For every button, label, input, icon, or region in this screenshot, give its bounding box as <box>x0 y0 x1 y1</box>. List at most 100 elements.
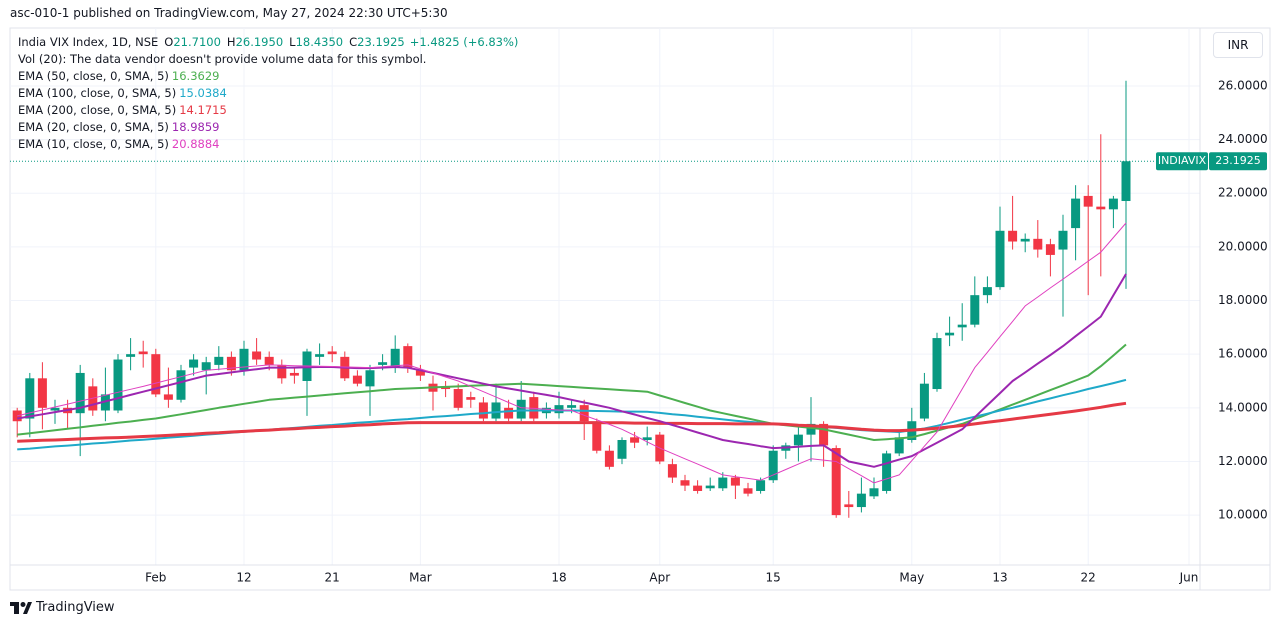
logo-icon <box>10 601 32 614</box>
candle-body <box>163 394 173 400</box>
candle-body <box>504 407 514 419</box>
legend-line: Vol (20): The data vendor doesn't provid… <box>18 51 518 68</box>
candle-body <box>793 434 803 446</box>
x-tick-label: 18 <box>551 571 566 585</box>
candle-body <box>567 405 577 408</box>
candle-body <box>277 364 287 379</box>
ema-line <box>17 401 1127 443</box>
ohlc-value: 18.4350 <box>295 35 344 49</box>
candle-body <box>680 480 690 486</box>
legend-line: India VIX Index, 1D, NSE O21.7100 H26.1950… <box>18 34 518 51</box>
candle-body <box>693 485 703 491</box>
candle-body <box>705 485 715 489</box>
x-tick-label: Jun <box>1179 571 1199 585</box>
candle-body <box>970 295 980 325</box>
candle-body <box>50 407 60 411</box>
candle-body <box>403 346 413 368</box>
candle-body <box>667 464 677 478</box>
candle-body <box>1096 206 1106 210</box>
candle-body <box>932 338 942 390</box>
x-tick-label: 13 <box>992 571 1007 585</box>
candle-body <box>252 351 262 360</box>
y-tick-label: 10.0000 <box>1218 508 1268 522</box>
candle-body <box>289 372 299 376</box>
candle-body <box>630 437 640 443</box>
candle-body <box>995 230 1005 288</box>
candle-body <box>768 450 778 481</box>
change-value: +1.4825 (+6.83%) <box>409 35 519 49</box>
candle-body <box>1020 238 1030 242</box>
candle-body <box>75 372 85 414</box>
candle-body <box>957 324 967 328</box>
indicator-value: 16.3629 <box>171 69 220 83</box>
candle-body <box>831 448 841 516</box>
attribution: asc-010-1 published on TradingView.com, … <box>10 6 448 20</box>
candle-body <box>37 378 47 408</box>
candle-body <box>189 359 199 368</box>
candle-body <box>856 493 866 508</box>
currency-button[interactable]: INR <box>1213 32 1263 58</box>
candle-body <box>491 402 501 419</box>
symbol-title: India VIX Index, 1D, NSE <box>18 35 159 49</box>
y-tick-label: 26.0000 <box>1218 78 1268 92</box>
x-tick-label: 12 <box>236 571 251 585</box>
price-tag-symbol-bg <box>1156 152 1208 171</box>
candle-body <box>982 287 992 296</box>
candle-body <box>1071 198 1081 229</box>
candle-body <box>1108 198 1118 210</box>
candle-body <box>100 394 110 411</box>
candle-body <box>1033 238 1043 250</box>
indicator-name: EMA (10, close, 0, SMA, 5) <box>18 137 169 151</box>
ohlc-key: O <box>164 35 174 49</box>
indicator-value: 20.8884 <box>171 137 220 151</box>
candle-body <box>554 405 564 414</box>
branding: TradingView <box>10 600 115 615</box>
candle-body <box>378 362 388 365</box>
price-tag-symbol: INDIAVIX <box>1158 154 1207 167</box>
candle-body <box>945 332 955 336</box>
indicator-name: EMA (200, close, 0, SMA, 5) <box>18 103 177 117</box>
y-tick-label: 22.0000 <box>1218 186 1268 200</box>
candle-body <box>25 378 35 419</box>
candle-body <box>642 437 652 441</box>
legend: India VIX Index, 1D, NSE O21.7100 H26.1950… <box>18 34 518 153</box>
candle-body <box>453 389 463 408</box>
candle-body <box>415 370 425 376</box>
candle-body <box>126 354 136 357</box>
candle-body <box>743 488 753 494</box>
branding-text: TradingView <box>36 600 115 615</box>
candle-body <box>579 405 589 422</box>
ema-line <box>17 343 1127 441</box>
legend-line: EMA (10, close, 0, SMA, 5) 20.8884 <box>18 136 518 153</box>
candle-body <box>617 440 627 459</box>
candle-body <box>1083 195 1093 207</box>
y-tick-label: 18.0000 <box>1218 293 1268 307</box>
indicator-value: 14.1715 <box>179 103 227 117</box>
indicator-name: EMA (100, close, 0, SMA, 5) <box>18 86 177 100</box>
indicator-name: EMA (50, close, 0, SMA, 5) <box>18 69 169 83</box>
candle-body <box>604 450 614 467</box>
ohlc-value: 21.7100 <box>173 35 221 49</box>
candle-body <box>819 423 829 446</box>
ohlc-key: H <box>226 35 236 49</box>
legend-line: EMA (100, close, 0, SMA, 5) 15.0384 <box>18 85 518 102</box>
candle-body <box>478 402 488 419</box>
candle-body <box>516 399 526 419</box>
ema-line <box>17 273 1127 468</box>
x-tick-label: May <box>899 571 924 585</box>
candle-body <box>113 359 123 411</box>
legend-line: EMA (20, close, 0, SMA, 5) 18.9859 <box>18 119 518 136</box>
candle-body <box>718 477 728 489</box>
volume-note: Vol (20): The data vendor doesn't provid… <box>18 52 427 66</box>
ohlc-key: L <box>289 35 296 49</box>
y-tick-label: 20.0000 <box>1218 239 1268 253</box>
candle-body <box>730 477 740 486</box>
ohlc-key: C <box>349 35 358 49</box>
candle-body <box>264 356 274 365</box>
candle-body <box>315 354 325 357</box>
y-tick-label: 12.0000 <box>1218 454 1268 468</box>
candle-body <box>869 488 879 497</box>
candle-body <box>176 370 186 400</box>
